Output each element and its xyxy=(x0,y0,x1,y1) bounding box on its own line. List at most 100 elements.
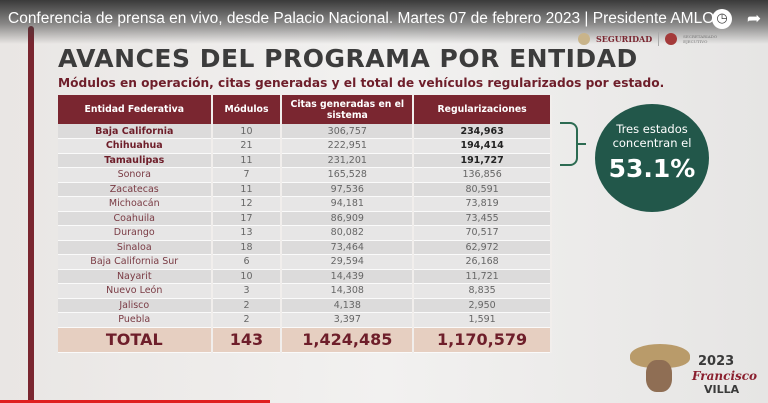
cell-mod: 21 xyxy=(211,138,283,154)
cell-reg: 26,168 xyxy=(413,254,552,270)
cell-reg: 1,591 xyxy=(413,312,552,328)
logo-surname: VILLA xyxy=(704,383,740,396)
logo-name: Francisco xyxy=(692,369,758,383)
decorative-bar xyxy=(28,26,34,403)
cell-reg: 73,819 xyxy=(413,196,552,212)
cell-mod: 12 xyxy=(211,196,283,212)
cell-state: Sonora xyxy=(58,167,213,183)
cell-state: Nuevo León xyxy=(58,283,213,299)
cell-reg: 80,591 xyxy=(413,182,552,197)
table-row: Jalisco 2 4,138 2,950 xyxy=(58,298,552,313)
cell-state: Baja California Sur xyxy=(58,254,213,270)
portrait-icon xyxy=(646,360,672,392)
cell-mod: 18 xyxy=(211,240,283,255)
cell-mod: 11 xyxy=(211,182,283,197)
logo-year: 2023 xyxy=(698,354,735,369)
cell-mod: 7 xyxy=(211,167,283,183)
header-regularizaciones: Regularizaciones xyxy=(413,95,552,124)
cell-reg: 2,950 xyxy=(413,298,552,313)
data-table: Entidad Federativa Módulos Citas generad… xyxy=(58,95,552,353)
cell-state: Durango xyxy=(58,225,213,241)
table-row: Chihuahua 21 222,951 194,414 xyxy=(58,138,552,154)
cell-reg: 191,727 xyxy=(413,153,552,168)
cell-citas: 86,909 xyxy=(281,211,415,226)
table-row: Sonora 7 165,528 136,856 xyxy=(58,167,552,183)
cell-citas: 306,757 xyxy=(281,124,415,139)
video-title-bar: Conferencia de prensa en vivo, desde Pal… xyxy=(0,0,768,44)
slide-title: AVANCES DEL PROGRAMA POR ENTIDAD xyxy=(58,44,638,73)
slide-subtitle: Módulos en operación, citas generadas y … xyxy=(58,76,665,90)
cell-mod: 2 xyxy=(211,298,283,313)
cell-reg: 73,455 xyxy=(413,211,552,226)
cell-citas: 94,181 xyxy=(281,196,415,212)
cell-reg: 62,972 xyxy=(413,240,552,255)
cell-state: Michoacán xyxy=(58,196,213,212)
table-row: Michoacán 12 94,181 73,819 xyxy=(58,196,552,212)
cell-reg: 11,721 xyxy=(413,269,552,284)
cell-citas: 231,201 xyxy=(281,153,415,168)
table-row: Durango 13 80,082 70,517 xyxy=(58,225,552,241)
cell-mod: 6 xyxy=(211,254,283,270)
cell-state: Tamaulipas xyxy=(58,153,213,168)
cell-reg: 136,856 xyxy=(413,167,552,183)
table-row: Tamaulipas 11 231,201 191,727 xyxy=(58,153,552,168)
cell-state: Baja California xyxy=(58,124,213,139)
callout-value: 53.1% xyxy=(608,154,696,183)
seguridad-logo: SEGURIDAD xyxy=(596,34,653,44)
total-state: TOTAL xyxy=(58,327,213,353)
cell-reg: 70,517 xyxy=(413,225,552,241)
cell-mod: 13 xyxy=(211,225,283,241)
cell-reg: 194,414 xyxy=(413,138,552,154)
table-row: Baja California 10 306,757 234,963 xyxy=(58,124,552,139)
cell-citas: 29,594 xyxy=(281,254,415,270)
divider xyxy=(658,32,660,46)
cell-state: Zacatecas xyxy=(58,182,213,197)
secretariado-icon xyxy=(665,33,678,45)
cell-mod: 17 xyxy=(211,211,283,226)
cell-citas: 222,951 xyxy=(281,138,415,154)
table-row: Nuevo León 3 14,308 8,835 xyxy=(58,283,552,299)
header-logos: SEGURIDAD SECRETARIADO EJECUTIVO xyxy=(578,32,723,46)
share-icon[interactable]: ➦ xyxy=(746,9,762,29)
bracket xyxy=(560,122,586,166)
cell-reg: 234,963 xyxy=(413,124,552,139)
table-row: Sinaloa 18 73,464 62,972 xyxy=(58,240,552,255)
cell-state: Sinaloa xyxy=(58,240,213,255)
cell-citas: 14,308 xyxy=(281,283,415,299)
table-row: Coahuila 17 86,909 73,455 xyxy=(58,211,552,226)
total-row: TOTAL 143 1,424,485 1,170,579 xyxy=(58,327,552,353)
cell-mod: 10 xyxy=(211,124,283,139)
cell-citas: 3,397 xyxy=(281,312,415,328)
video-title[interactable]: Conferencia de prensa en vivo, desde Pal… xyxy=(8,10,715,27)
seal-icon xyxy=(578,33,590,45)
total-citas: 1,424,485 xyxy=(281,327,415,353)
header-modulos: Módulos xyxy=(211,95,283,124)
total-mod: 143 xyxy=(211,327,283,353)
cell-citas: 14,439 xyxy=(281,269,415,284)
table-row: Nayarit 10 14,439 11,721 xyxy=(58,269,552,284)
cell-mod: 11 xyxy=(211,153,283,168)
video-progress-bar[interactable] xyxy=(0,400,270,403)
cell-mod: 10 xyxy=(211,269,283,284)
table-row: Zacatecas 11 97,536 80,591 xyxy=(58,182,552,197)
table-row: Puebla 2 3,397 1,591 xyxy=(58,312,552,328)
cell-citas: 80,082 xyxy=(281,225,415,241)
cell-reg: 8,835 xyxy=(413,283,552,299)
cell-state: Jalisco xyxy=(58,298,213,313)
header-entidad: Entidad Federativa xyxy=(58,95,213,124)
callout-text: Tres estados concentran el xyxy=(612,122,692,150)
clock-icon[interactable]: ◷ xyxy=(712,9,732,29)
cell-state: Chihuahua xyxy=(58,138,213,154)
cell-mod: 2 xyxy=(211,312,283,328)
table-row: Baja California Sur 6 29,594 26,168 xyxy=(58,254,552,270)
secretariado-logo: SECRETARIADO EJECUTIVO xyxy=(683,34,718,44)
francisco-villa-logo: 2023 Francisco VILLA xyxy=(620,340,757,403)
cell-citas: 4,138 xyxy=(281,298,415,313)
cell-state: Nayarit xyxy=(58,269,213,284)
cell-state: Puebla xyxy=(58,312,213,328)
total-reg: 1,170,579 xyxy=(413,327,552,353)
callout-circle: Tres estados concentran el 53.1% xyxy=(595,104,709,212)
cell-citas: 165,528 xyxy=(281,167,415,183)
header-citas: Citas generadas en el sistema xyxy=(281,95,415,124)
cell-mod: 3 xyxy=(211,283,283,299)
